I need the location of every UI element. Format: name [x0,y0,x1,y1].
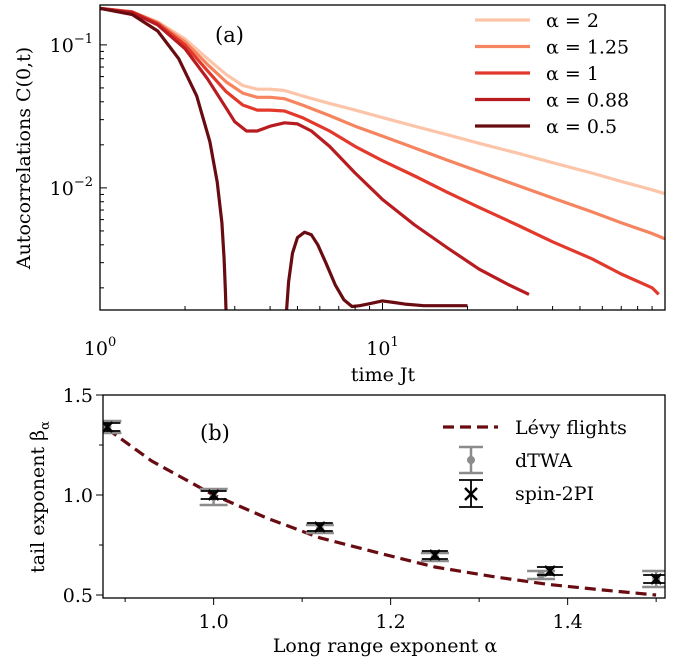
panel-b-levy-line [106,427,657,597]
panel-b-ylabel-sub: α [38,421,53,430]
panel-a-legend-label: α = 1.25 [546,37,629,59]
panel-b-spin2pi-point [200,489,227,501]
panel-b-legend-swatch-spin2pi [459,479,483,508]
panel-b-legend-swatch-dtwa [459,445,483,475]
panel-b: 1.0 1.2 1.4 0.5 1.0 1.5 (b) Long range expone… [27,385,666,657]
panel-a-legend-label: α = 2 [546,10,599,32]
panel-b-xtick-label: 1.2 [376,611,406,633]
panel-b-ylabel-main: tail exponent β [27,430,49,573]
panel-b-ytick-label: 1.0 [63,485,93,507]
panel-b-ytick-label: 1.5 [63,385,93,407]
panel-a-xtick-label: 101 [366,335,398,360]
panel-b-dtwa-point [527,569,556,581]
panel-b-spin2pi-point [421,549,448,561]
panel-a-ytick-label: 10−2 [50,175,93,200]
panel-a: 100 101 10−1 10−2 (a) time Jt Autocorrelati… [13,4,666,386]
panel-b-spin2pi-point [103,421,121,433]
panel-b-xtick-label: 1.0 [199,611,229,633]
panel-a-series-line-0 [100,6,665,196]
panel-a-legend-label: α = 0.5 [546,116,617,138]
panel-a-xtick-label: 100 [84,335,116,360]
panel-a-legend-label: α = 0.88 [546,90,629,112]
panel-a-ytick-label: 10−1 [50,32,93,57]
panel-a-ticks: 100 101 10−1 10−2 [50,32,653,360]
panel-b-xtick-label: 1.4 [553,611,583,633]
panel-a-series-line-1 [100,6,665,241]
panel-a-tag: (a) [215,23,244,47]
panel-b-tag: (b) [200,421,230,445]
panel-a-series-line-4-0 [100,6,228,310]
panel-b-spin2pi-point [306,521,333,533]
panel-a-legend-label: α = 1 [546,63,599,85]
panel-b-legend-label: dTWA [515,450,572,472]
panel-b-ytick-label: 0.5 [63,585,93,607]
panel-b-legend: Lévy flights dTWA spin-2PI [443,417,627,508]
panel-a-xlabel: time Jt [351,364,416,386]
panel-b-legend-label: Lévy flights [515,417,627,439]
panel-a-series-line-4-1 [284,230,468,310]
panel-b-frame [102,394,666,599]
panel-b-legend-label: spin-2PI [515,483,594,505]
panel-b-ylabel: tail exponent βα [27,421,53,573]
panel-b-ticks: 1.0 1.2 1.4 0.5 1.0 1.5 [63,385,657,633]
panel-a-ylabel: Autocorrelations C(0,t) [13,47,35,270]
panel-a-series [100,6,665,310]
panel-a-legend: α = 2 α = 1.25 α = 1 α = 0.88 α = 0.5 [475,10,629,138]
panel-b-xlabel: Long range exponent α [273,635,498,657]
panel-a-series-line-3 [100,6,530,296]
panel-b-series [103,419,665,597]
panel-a-series-line-2 [100,6,660,296]
panel-b-spin2pi-point [536,565,563,577]
